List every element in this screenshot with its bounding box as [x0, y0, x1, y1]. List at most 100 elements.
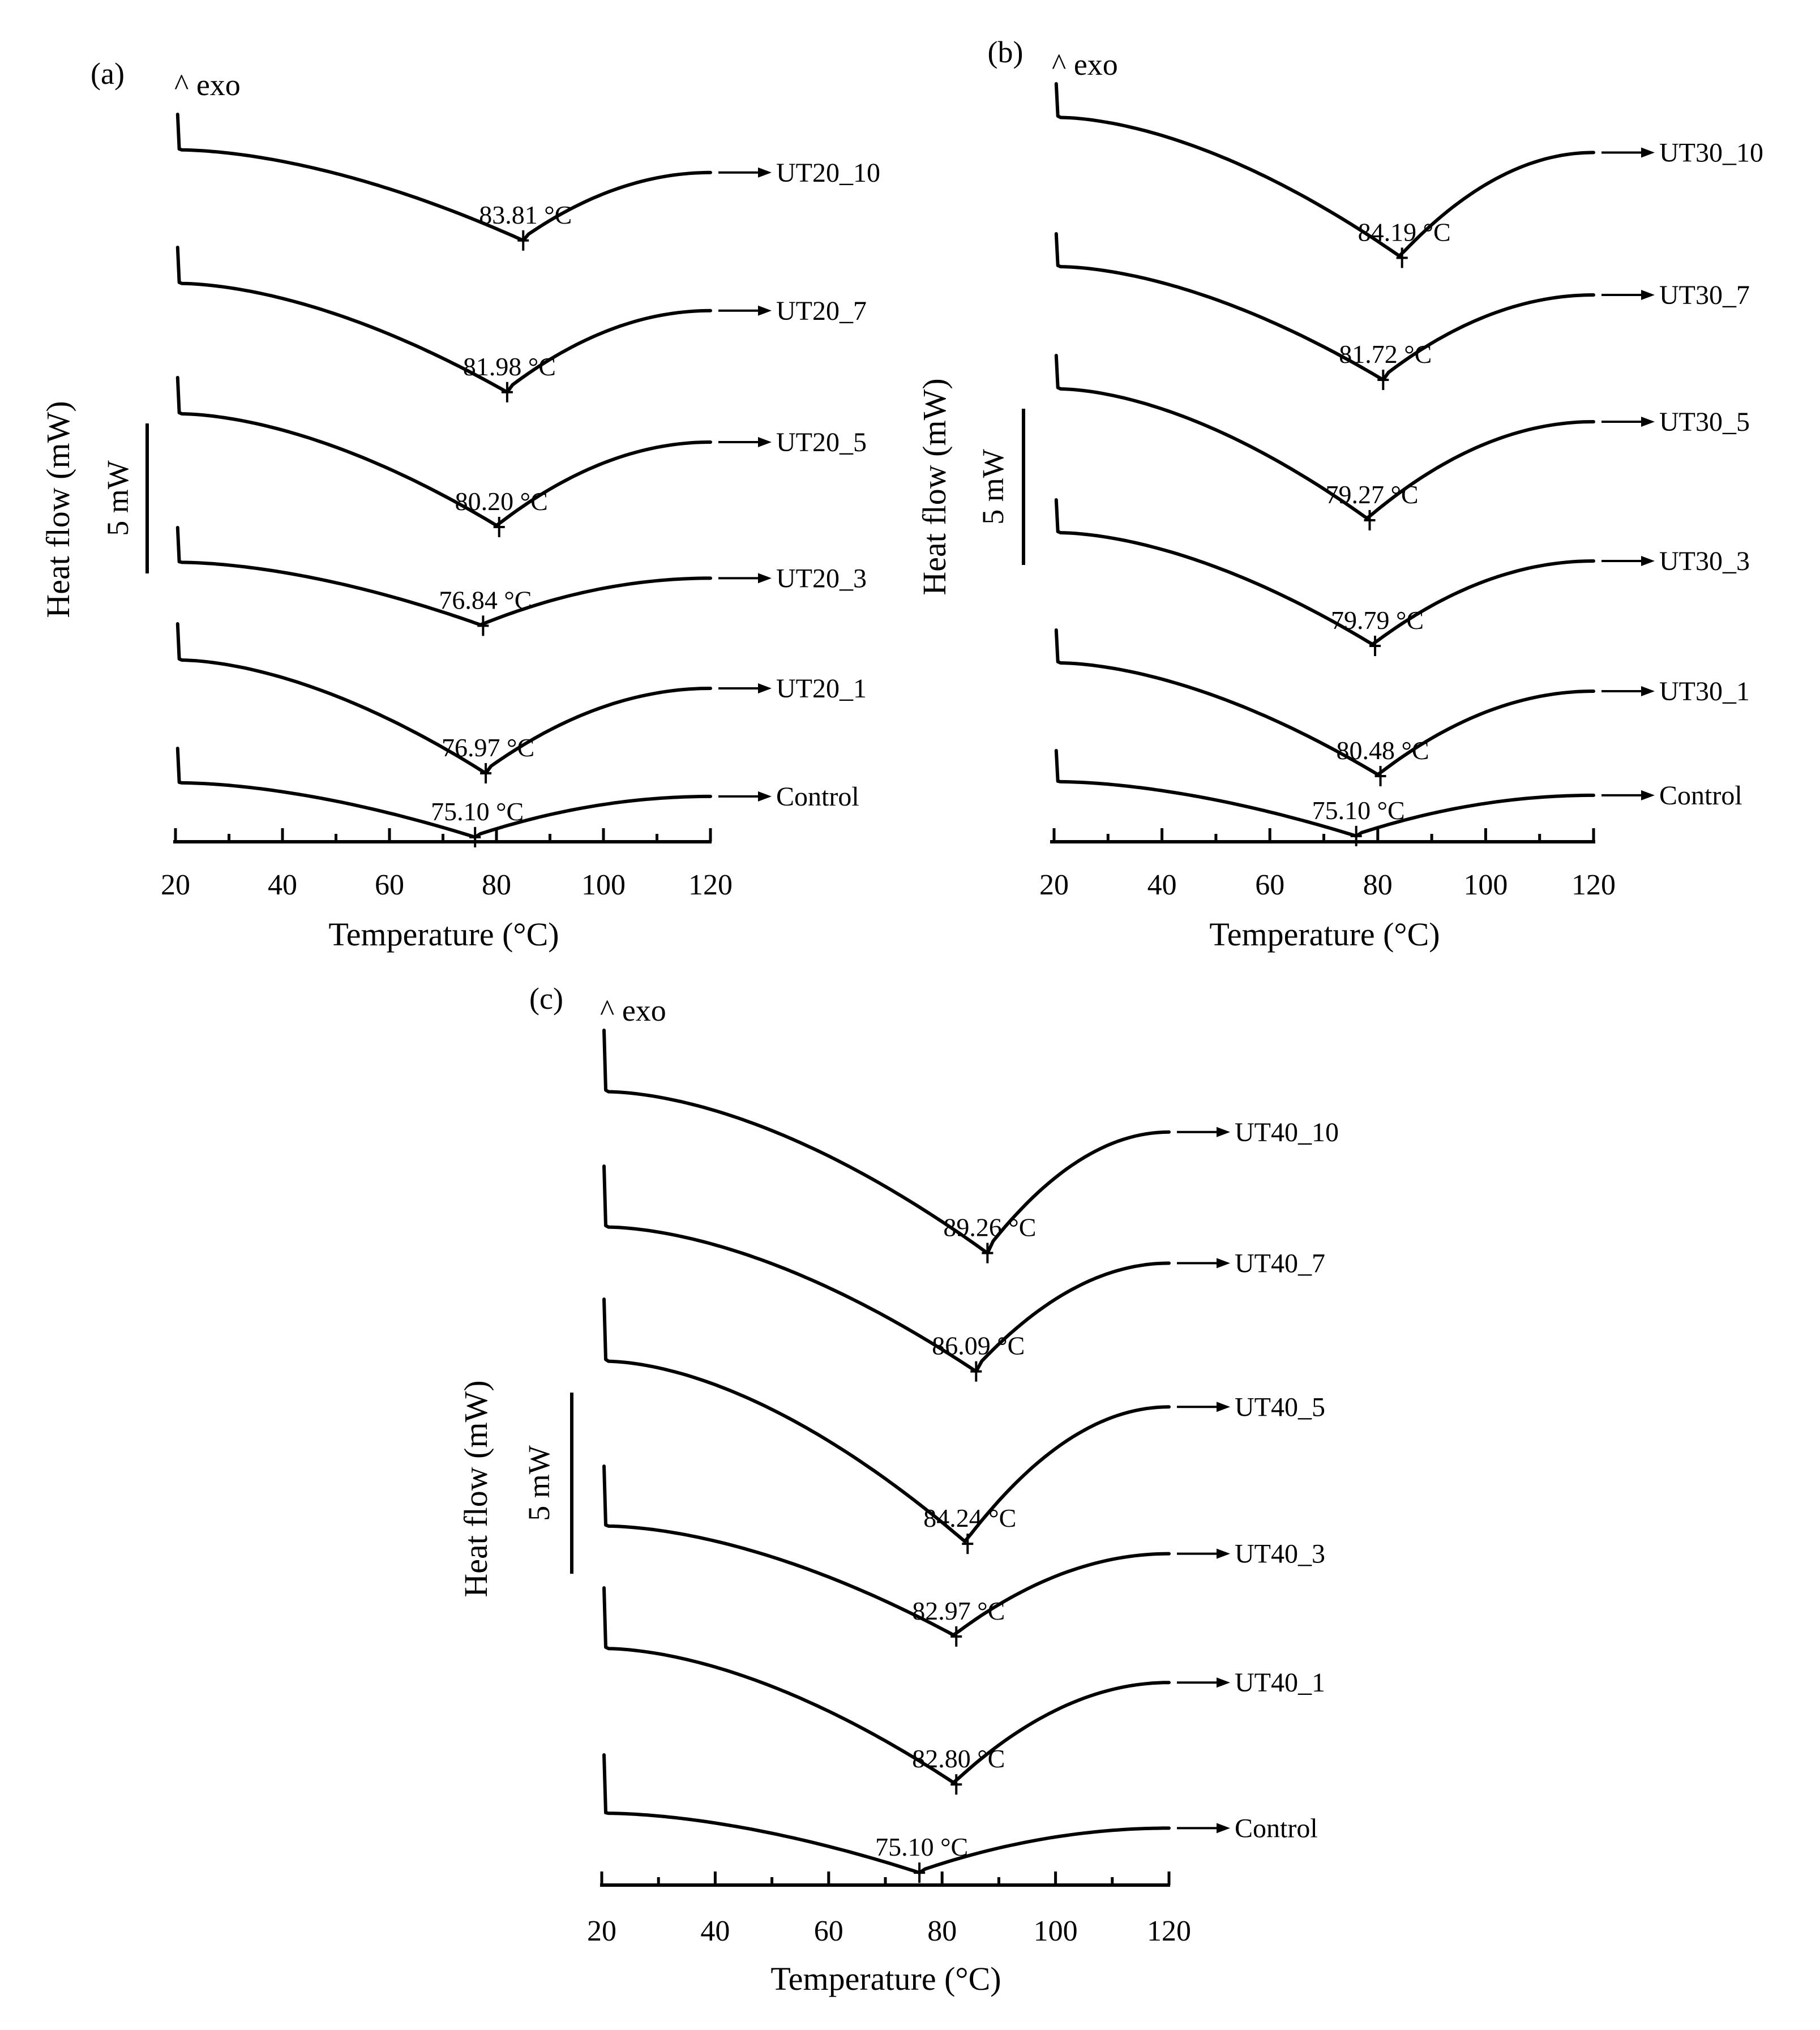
x-tick-label: 100	[1034, 1915, 1078, 1947]
series-arrow-head	[758, 573, 772, 584]
dsc-curve	[1054, 628, 1595, 777]
series-arrow-head	[1641, 290, 1655, 300]
peak-temp-label: 81.72 °C	[1339, 340, 1432, 369]
scale-bar-label: 5 mW	[522, 1445, 556, 1521]
series-arrow-head	[1641, 416, 1655, 427]
peak-temp-label: 84.19 °C	[1358, 217, 1451, 246]
series-arrow-head	[1217, 1677, 1230, 1688]
dsc-curve	[602, 1753, 1171, 1875]
exo-label: ^ exo	[174, 68, 241, 102]
x-axis-title: Temperature (°C)	[328, 916, 559, 953]
dsc-curve	[602, 1464, 1171, 1637]
peak-temp-label: 76.84 °C	[439, 585, 532, 614]
x-tick-label: 120	[1147, 1915, 1191, 1947]
series-label: UT20_1	[776, 674, 867, 704]
exo-label: ^ exo	[1052, 48, 1118, 82]
dsc-curve	[1054, 232, 1595, 382]
series-label: UT40_5	[1235, 1392, 1325, 1422]
series-label: UT20_7	[776, 296, 867, 326]
peak-temp-label: 80.48 °C	[1337, 736, 1429, 765]
series-arrow-head	[1217, 1127, 1230, 1137]
curves-group: 84.19 °C UT30_10 81.72 °C UT30_7 79.27 °C UT3…	[1054, 82, 1763, 846]
peak-temp-label: 75.10 °C	[431, 797, 524, 826]
x-tick-label: 80	[482, 869, 511, 901]
peak-temp-label: 75.10 °C	[1312, 796, 1405, 825]
peak-temp-label: 89.26 °C	[943, 1213, 1036, 1242]
series-arrow-head	[758, 167, 772, 178]
x-tick-label: 40	[1147, 869, 1177, 901]
dsc-curve	[602, 1297, 1171, 1543]
dsc-curve	[175, 376, 712, 528]
series-arrow-head	[1217, 1402, 1230, 1412]
x-tick-label: 120	[688, 869, 733, 901]
panel-label: (a)	[91, 57, 125, 91]
x-axis-ticks: 20 40 60 80 100 120	[587, 1871, 1191, 1947]
x-tick-label: 40	[700, 1915, 730, 1947]
peak-temp-label: 81.98 °C	[463, 352, 556, 381]
series-label: UT20_3	[776, 563, 867, 593]
curves-group: 89.26 °C UT40_10 86.09 °C UT40_7 84.24 °C UT4…	[602, 1029, 1339, 1883]
panel-b: (b) ^ exo 84.19 °C UT30_10 81.72 °C UT30_7 7…	[916, 35, 1763, 953]
series-label: UT30_7	[1659, 280, 1750, 310]
dsc-curve	[602, 1029, 1171, 1255]
peak-temp-label: 75.10 °C	[875, 1832, 968, 1861]
x-axis-ticks: 20 40 60 80 100 120	[161, 828, 733, 901]
dsc-curve	[1054, 749, 1595, 838]
peak-temp-label: 76.97 °C	[442, 733, 534, 762]
dsc-curve	[175, 113, 712, 242]
x-tick-label: 80	[1363, 869, 1393, 901]
peak-temp-label: 83.81 °C	[479, 200, 572, 229]
peak-temp-label: 82.97 °C	[912, 1596, 1005, 1625]
peak-temp-label: 79.27 °C	[1325, 480, 1418, 509]
series-arrow-head	[1641, 790, 1655, 800]
series-arrow-head	[1217, 1823, 1230, 1834]
x-tick-label: 100	[581, 869, 626, 901]
series-label: UT30_5	[1659, 407, 1750, 437]
series-arrow-head	[1217, 1548, 1230, 1559]
series-label: UT30_1	[1659, 676, 1750, 706]
series-arrow-head	[758, 305, 772, 316]
series-label: UT20_10	[776, 158, 880, 188]
series-arrow-head	[1641, 556, 1655, 566]
x-tick-label: 100	[1463, 869, 1508, 901]
x-tick-label: 40	[268, 869, 297, 901]
x-tick-label: 20	[161, 869, 190, 901]
peak-temp-label: 79.79 °C	[1331, 606, 1424, 635]
series-label: Control	[1235, 1813, 1318, 1843]
dsc-curve	[175, 246, 712, 394]
dsc-curve	[1054, 82, 1595, 258]
series-arrow-head	[1641, 147, 1655, 158]
series-label: UT40_3	[1235, 1539, 1325, 1569]
series-arrow-head	[1641, 686, 1655, 696]
dsc-curve	[175, 526, 712, 627]
series-label: Control	[776, 782, 859, 812]
peak-temp-label: 80.20 °C	[455, 487, 548, 516]
exo-label: ^ exo	[600, 993, 666, 1027]
series-label: UT20_5	[776, 427, 867, 457]
peak-temp-label: 84.24 °C	[923, 1504, 1016, 1532]
x-axis-ticks: 20 40 60 80 100 120	[1039, 828, 1616, 901]
scale-bar-label: 5 mW	[101, 460, 135, 536]
series-arrow-head	[1217, 1258, 1230, 1269]
series-label: UT40_7	[1235, 1248, 1325, 1278]
dsc-curve	[175, 622, 712, 775]
curves-group: 83.81 °C UT20_10 81.98 °C UT20_7 80.20 °C UT2…	[175, 113, 880, 847]
peak-temp-label: 82.80 °C	[912, 1744, 1005, 1773]
dsc-curve	[175, 747, 712, 839]
y-axis-title: Heat flow (mW)	[40, 401, 76, 618]
series-label: UT40_1	[1235, 1668, 1325, 1698]
x-tick-label: 60	[1255, 869, 1284, 901]
x-tick-label: 20	[587, 1915, 616, 1947]
series-label: Control	[1659, 781, 1742, 811]
panel-label: (c)	[529, 982, 563, 1016]
series-arrow-head	[758, 683, 772, 693]
x-axis-title: Temperature (°C)	[1209, 916, 1440, 953]
x-tick-label: 80	[927, 1915, 957, 1947]
series-label: UT30_3	[1659, 546, 1750, 576]
series-arrow-head	[758, 437, 772, 447]
dsc-curve	[1054, 354, 1595, 520]
scale-bar-label: 5 mW	[976, 449, 1010, 525]
